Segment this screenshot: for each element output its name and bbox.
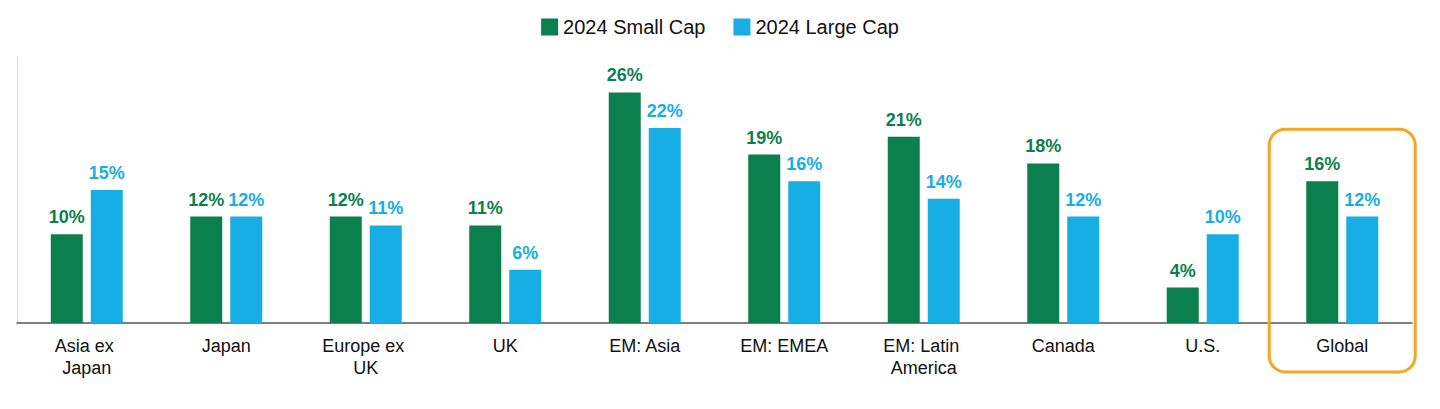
svg-text:19%: 19% [746,128,782,148]
svg-text:UK: UK [493,336,518,356]
svg-text:2024 Small Cap: 2024 Small Cap [563,16,705,38]
svg-text:12%: 12% [328,190,364,210]
svg-text:10%: 10% [49,207,85,227]
svg-text:10%: 10% [1205,207,1241,227]
svg-text:22%: 22% [647,101,683,121]
svg-text:Japan: Japan [202,336,251,356]
svg-text:26%: 26% [607,65,643,85]
svg-text:EM: EMEA: EM: EMEA [740,336,828,356]
svg-text:4%: 4% [1170,261,1196,281]
svg-text:EM: Latin: EM: Latin [883,336,964,356]
svg-text:15%: 15% [89,163,125,183]
svg-text:Asia ex: Asia ex [55,336,119,356]
svg-text:2024 Large Cap: 2024 Large Cap [755,16,898,38]
svg-text:EM: Asia: EM: Asia [609,336,681,356]
svg-text:12%: 12% [188,190,224,210]
svg-text:21%: 21% [886,110,922,130]
svg-text:U.S.: U.S. [1185,336,1220,356]
svg-text:Global: Global [1316,336,1368,356]
svg-text:14%: 14% [926,172,962,192]
svg-text:Japan: Japan [62,358,111,378]
svg-text:16%: 16% [1304,154,1340,174]
svg-text:Europe ex: Europe ex [322,336,409,356]
svg-text:16%: 16% [786,154,822,174]
svg-text:12%: 12% [1065,190,1101,210]
svg-text:12%: 12% [228,190,264,210]
svg-text:12%: 12% [1344,190,1380,210]
svg-text:Canada: Canada [1032,336,1096,356]
svg-text:18%: 18% [1025,136,1061,156]
svg-text:6%: 6% [512,243,538,263]
svg-text:UK: UK [353,358,378,378]
svg-text:America: America [891,358,958,378]
svg-text:11%: 11% [468,198,503,218]
svg-text:11%: 11% [368,198,403,218]
